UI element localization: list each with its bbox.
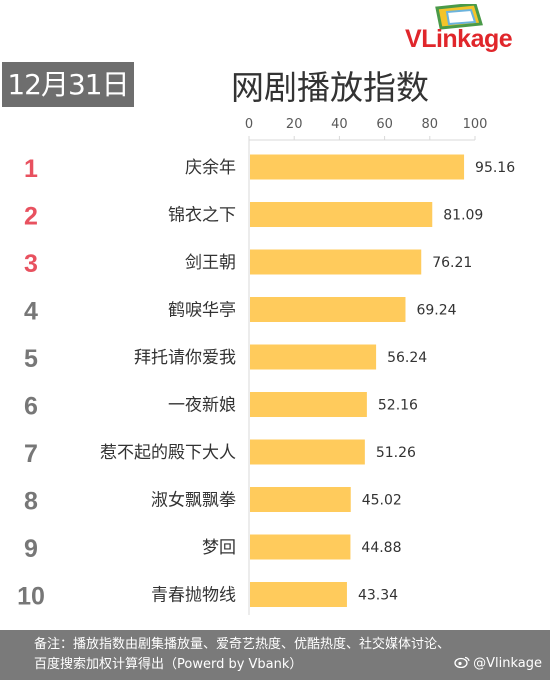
rank-number: 5: [24, 345, 38, 373]
rank-number: 7: [24, 440, 38, 468]
rank-number: 1: [24, 155, 38, 183]
category-label: 惹不起的殿下大人: [100, 443, 236, 463]
x-tick-label: 20: [286, 117, 303, 132]
rank-number: 9: [24, 535, 38, 563]
watermark: @Vlinkage: [454, 655, 542, 673]
x-tick-label: 60: [376, 117, 393, 132]
category-label: 一夜新娘: [168, 396, 236, 416]
x-tick-label: 100: [463, 117, 488, 132]
x-tick-label: 80: [422, 117, 439, 132]
footer-line-2: 百度搜索加权计算得出（Powerd by Vbank）: [34, 657, 303, 672]
bar: [250, 344, 377, 370]
value-label: 51.26: [376, 445, 416, 461]
bar: [250, 392, 367, 417]
value-label: 52.16: [378, 398, 418, 414]
value-label: 81.09: [443, 208, 483, 224]
logo-link: Link: [421, 25, 471, 53]
rank-number: 10: [17, 583, 45, 611]
category-label: 淑女飘飘拳: [151, 491, 236, 511]
chart-title: 网剧播放指数: [231, 68, 429, 107]
value-label: 43.34: [358, 588, 398, 604]
category-label: 青春抛物线: [151, 586, 236, 606]
weibo-icon: [454, 656, 470, 668]
bar: [250, 249, 422, 275]
category-label: 梦回: [202, 538, 236, 558]
footer-line-1: 备注：播放指数由剧集播放量、爱奇艺热度、优酷热度、社交媒体讨论、: [34, 637, 451, 652]
category-label: 锦衣之下: [168, 206, 236, 226]
logo-frame-icon: [435, 4, 483, 30]
logo-text: VLinkage: [405, 24, 513, 54]
footer-note: 备注：播放指数由剧集播放量、爱奇艺热度、优酷热度、社交媒体讨论、 百度搜索加权计…: [0, 630, 550, 680]
vlinkage-logo: VLinkage: [405, 4, 545, 54]
bar: [250, 154, 465, 180]
bar: [250, 297, 406, 322]
logo-v: V: [405, 25, 422, 53]
rank-number: 4: [24, 298, 38, 326]
logo-age: age: [470, 25, 513, 53]
value-label: 44.88: [361, 540, 401, 556]
bar: [250, 582, 347, 607]
value-label: 69.24: [416, 303, 456, 319]
bar: [250, 202, 433, 227]
rank-number: 6: [24, 393, 38, 421]
watermark-text: @Vlinkage: [473, 656, 542, 671]
category-label: 鹤唳华亭: [168, 301, 236, 321]
value-label: 76.21: [432, 255, 472, 271]
bar-chart: 0 20 40 60 80 100 1 庆余年 95.16 2 锦衣之下 81.09 3 剑王朝 76.21…: [17, 117, 515, 615]
value-label: 95.16: [475, 160, 515, 176]
rank-number: 8: [24, 488, 38, 516]
bar: [250, 487, 351, 512]
bar: [250, 439, 365, 465]
category-label: 剑王朝: [185, 253, 236, 273]
rank-number: 2: [24, 203, 38, 231]
rank-number: 3: [24, 250, 38, 278]
category-label: 庆余年: [185, 158, 236, 178]
value-label: 45.02: [362, 493, 402, 509]
x-tick-label: 40: [331, 117, 348, 132]
bar: [250, 534, 351, 560]
value-label: 56.24: [387, 350, 427, 366]
x-tick-label: 0: [245, 117, 253, 132]
category-label: 拜托请你爱我: [134, 348, 236, 368]
date-badge: 12月31日: [2, 62, 134, 107]
